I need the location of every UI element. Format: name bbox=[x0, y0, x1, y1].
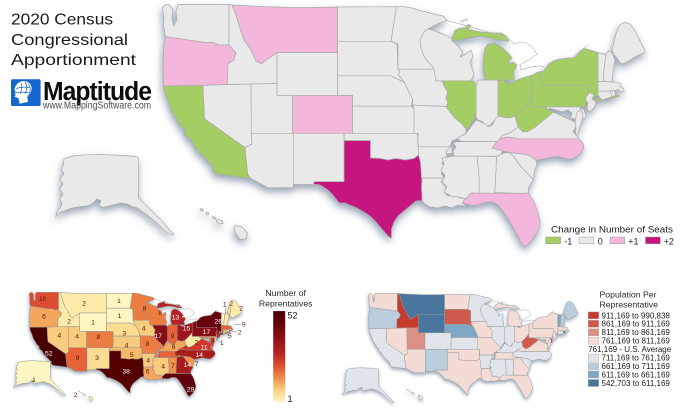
svg-text:14: 14 bbox=[196, 352, 204, 359]
svg-text:5: 5 bbox=[130, 352, 134, 359]
svg-text:2: 2 bbox=[195, 340, 199, 347]
svg-text:4: 4 bbox=[58, 332, 62, 339]
svg-text:6: 6 bbox=[42, 313, 46, 320]
svg-text:4: 4 bbox=[161, 363, 165, 370]
svg-text:+2: +2 bbox=[664, 237, 674, 247]
svg-text:Apportionment: Apportionment bbox=[11, 52, 137, 69]
svg-text:2: 2 bbox=[238, 330, 242, 337]
svg-text:3: 3 bbox=[122, 331, 126, 338]
svg-text:Reprentatives: Reprentatives bbox=[259, 299, 313, 309]
svg-text:1: 1 bbox=[117, 298, 121, 305]
svg-text:9: 9 bbox=[175, 351, 179, 358]
svg-text:542,703 to 611,169: 542,703 to 611,169 bbox=[602, 379, 671, 388]
svg-text:Maptitude: Maptitude bbox=[43, 78, 152, 106]
svg-text:911,169 to 990,838: 911,169 to 990,838 bbox=[602, 311, 671, 320]
svg-text:4: 4 bbox=[146, 357, 150, 364]
svg-text:3: 3 bbox=[95, 355, 99, 362]
svg-text:611,169 to 661,169: 611,169 to 661,169 bbox=[602, 370, 671, 379]
svg-text:8: 8 bbox=[158, 310, 162, 317]
svg-text:www.MappingSoftware.com: www.MappingSoftware.com bbox=[42, 100, 151, 111]
svg-text:8: 8 bbox=[143, 305, 147, 312]
svg-text:2: 2 bbox=[67, 319, 71, 326]
svg-text:1: 1 bbox=[32, 377, 36, 384]
svg-text:0: 0 bbox=[598, 237, 603, 247]
svg-text:8: 8 bbox=[146, 341, 150, 348]
svg-text:12: 12 bbox=[216, 330, 224, 337]
svg-text:9: 9 bbox=[171, 333, 175, 340]
svg-text:+1: +1 bbox=[628, 237, 638, 247]
svg-text:661,169 to 711,169: 661,169 to 711,169 bbox=[602, 362, 671, 371]
svg-text:7: 7 bbox=[171, 363, 175, 370]
svg-text:8: 8 bbox=[210, 338, 214, 345]
svg-text:1: 1 bbox=[288, 394, 293, 404]
svg-text:Congressional: Congressional bbox=[11, 32, 128, 49]
svg-text:10: 10 bbox=[39, 296, 47, 303]
svg-text:38: 38 bbox=[122, 369, 130, 376]
svg-text:Representative: Representative bbox=[600, 299, 659, 309]
svg-text:52: 52 bbox=[288, 311, 298, 321]
svg-text:761,169 - U.S. Average: 761,169 - U.S. Average bbox=[588, 345, 672, 354]
svg-text:9: 9 bbox=[242, 322, 246, 329]
svg-text:52: 52 bbox=[45, 351, 53, 358]
svg-text:26: 26 bbox=[215, 319, 223, 326]
svg-text:2: 2 bbox=[239, 306, 243, 313]
svg-text:Number of: Number of bbox=[265, 288, 306, 298]
svg-text:2: 2 bbox=[74, 392, 78, 399]
svg-text:Change in Number of Seats: Change in Number of Seats bbox=[551, 225, 674, 235]
svg-text:17: 17 bbox=[203, 329, 211, 336]
svg-text:5: 5 bbox=[228, 333, 232, 340]
svg-text:2: 2 bbox=[82, 301, 86, 308]
svg-text:811,169 to 861,169: 811,169 to 861,169 bbox=[602, 328, 671, 337]
svg-text:1: 1 bbox=[91, 320, 95, 327]
svg-text:8: 8 bbox=[96, 334, 100, 341]
svg-text:15: 15 bbox=[183, 326, 191, 333]
svg-text:13: 13 bbox=[172, 315, 180, 322]
svg-text:7: 7 bbox=[195, 361, 199, 368]
svg-text:1: 1 bbox=[220, 340, 224, 347]
svg-text:761,169 to 811,169: 761,169 to 811,169 bbox=[602, 337, 671, 346]
svg-text:1: 1 bbox=[223, 302, 227, 309]
svg-text:4: 4 bbox=[75, 334, 79, 341]
svg-text:4: 4 bbox=[125, 342, 129, 349]
svg-text:4: 4 bbox=[142, 326, 146, 333]
svg-text:-1: -1 bbox=[564, 237, 572, 247]
svg-text:28: 28 bbox=[187, 387, 195, 394]
svg-text:9: 9 bbox=[76, 355, 80, 362]
svg-text:2020 Census: 2020 Census bbox=[11, 12, 113, 29]
svg-text:6: 6 bbox=[172, 344, 176, 351]
svg-text:711,169 to 761,169: 711,169 to 761,169 bbox=[602, 354, 671, 363]
svg-text:11: 11 bbox=[201, 344, 208, 351]
svg-text:Population Per: Population Per bbox=[600, 289, 657, 299]
svg-text:861,169 to 911,169: 861,169 to 911,169 bbox=[602, 320, 671, 329]
svg-text:1: 1 bbox=[118, 313, 122, 320]
svg-text:14: 14 bbox=[184, 362, 192, 369]
svg-text:2: 2 bbox=[229, 301, 233, 308]
svg-text:17: 17 bbox=[155, 333, 163, 340]
svg-text:6: 6 bbox=[146, 369, 150, 376]
